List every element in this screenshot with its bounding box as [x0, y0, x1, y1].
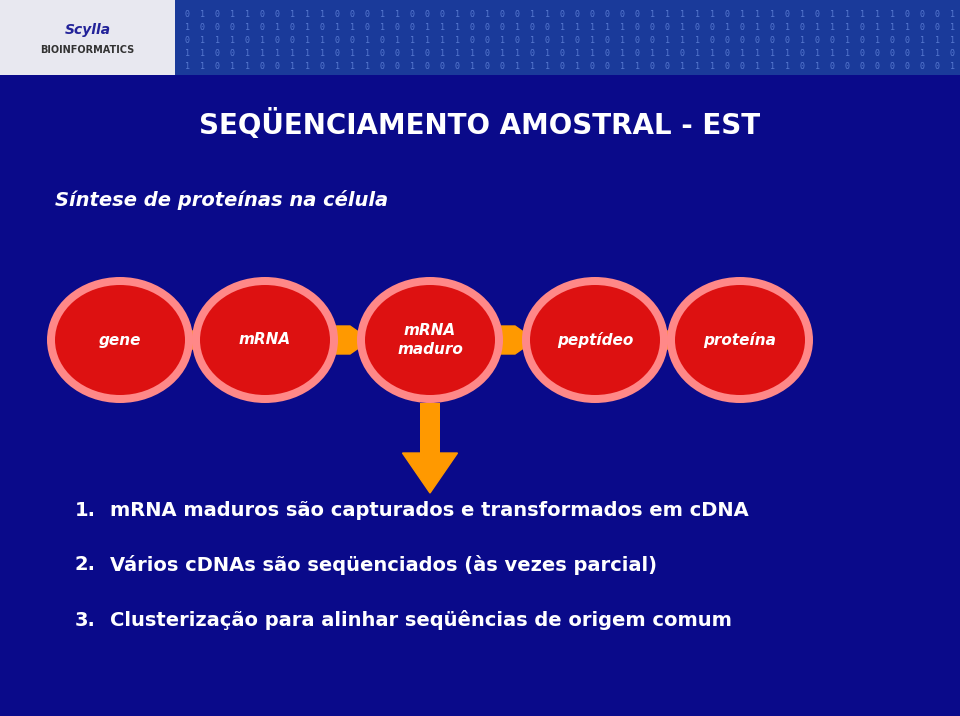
FancyBboxPatch shape: [0, 0, 175, 75]
Polygon shape: [180, 326, 205, 354]
FancyBboxPatch shape: [175, 0, 960, 75]
Polygon shape: [402, 453, 458, 493]
FancyBboxPatch shape: [420, 403, 440, 453]
Ellipse shape: [667, 277, 813, 403]
Text: 1  0  0  0  1  0  1  0  1  0  1  1  0  1  0  0  1  1  1  0  0  0  1  0  0  1  1 : 1 0 0 0 1 0 1 0 1 0 1 1 0 1 0 0 1 1 1 0 …: [185, 23, 960, 32]
Text: Síntese de proteínas na célula: Síntese de proteínas na célula: [55, 190, 388, 210]
Ellipse shape: [675, 285, 805, 395]
Text: 1.: 1.: [75, 500, 96, 520]
Ellipse shape: [530, 285, 660, 395]
Polygon shape: [325, 326, 370, 354]
Text: mRNA maduros são capturados e transformados em cDNA: mRNA maduros são capturados e transforma…: [110, 500, 749, 520]
Ellipse shape: [192, 277, 338, 403]
Text: peptídeo: peptídeo: [557, 332, 634, 348]
Text: BIOINFORMATICS: BIOINFORMATICS: [40, 45, 134, 55]
Ellipse shape: [357, 277, 503, 403]
Ellipse shape: [200, 285, 330, 395]
Text: mRNA: mRNA: [239, 332, 291, 347]
Text: mRNA
maduro: mRNA maduro: [397, 323, 463, 357]
Text: proteína: proteína: [704, 332, 777, 348]
Text: 1  1  0  1  1  0  0  1  1  0  1  1  1  0  0  1  0  0  0  1  0  0  1  1  1  0  1 : 1 1 0 1 1 0 0 1 1 0 1 1 1 0 0 1 0 0 0 1 …: [185, 62, 960, 71]
Ellipse shape: [365, 285, 495, 395]
Text: SEQÜENCIAMENTO AMOSTRAL - EST: SEQÜENCIAMENTO AMOSTRAL - EST: [200, 110, 760, 140]
Ellipse shape: [55, 285, 185, 395]
Text: 3.: 3.: [75, 611, 96, 629]
Text: 0  1  1  1  0  1  0  0  1  1  0  0  1  0  1  1  1  1  1  0  0  1  0  1  0  1  0 : 0 1 1 1 0 1 0 0 1 1 0 0 1 0 1 1 1 1 1 0 …: [185, 36, 960, 45]
Text: 1  1  0  0  1  1  1  1  1  1  0  1  1  0  0  1  0  1  1  1  0  1  1  0  1  0  1 : 1 1 0 0 1 1 1 1 1 1 0 1 1 0 0 1 0 1 1 1 …: [185, 49, 960, 58]
Text: 2.: 2.: [75, 556, 96, 574]
Text: 0  1  0  1  1  0  0  1  1  1  0  0  0  1  1  0  0  0  1  0  1  0  0  1  1  0  0 : 0 1 0 1 1 0 0 1 1 1 0 0 0 1 1 0 0 0 1 0 …: [185, 10, 960, 19]
Text: Scylla: Scylla: [64, 23, 110, 37]
Text: Clusterização para alinhar seqüências de origem comum: Clusterização para alinhar seqüências de…: [110, 610, 732, 630]
Polygon shape: [655, 326, 680, 354]
Polygon shape: [490, 326, 535, 354]
Ellipse shape: [47, 277, 193, 403]
Text: Vários cDNAs são seqüenciados (às vezes parcial): Vários cDNAs são seqüenciados (às vezes …: [110, 555, 657, 575]
Ellipse shape: [522, 277, 668, 403]
Text: gene: gene: [99, 332, 141, 347]
